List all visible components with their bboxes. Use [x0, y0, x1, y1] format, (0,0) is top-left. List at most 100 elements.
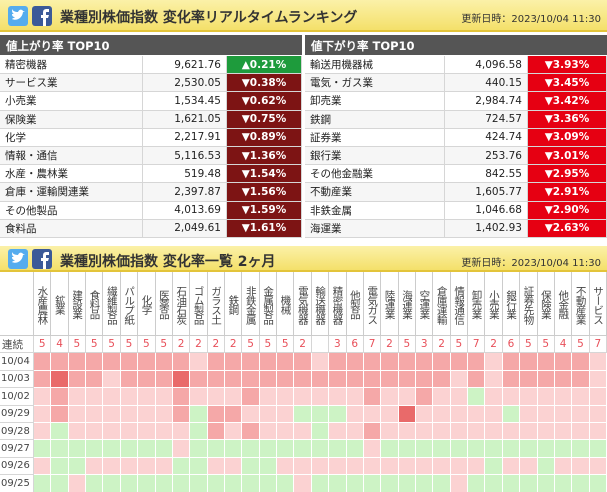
index-price: 2,397.87: [143, 183, 227, 202]
heat-cell: [329, 440, 347, 458]
streak-count: 5: [398, 336, 416, 354]
heat-cell: [537, 423, 555, 441]
heat-cell: [207, 405, 225, 423]
streak-count: 5: [34, 336, 52, 354]
heatmap-header: [0, 246, 607, 272]
heat-cell: [103, 370, 121, 389]
heat-cell: [554, 457, 573, 476]
streak-count: 5: [68, 336, 87, 354]
heat-cell: [138, 475, 156, 492]
heat-cell: [172, 353, 191, 371]
heat-cell: [502, 353, 521, 371]
heat-cell: [398, 423, 416, 441]
heat-cell: [294, 370, 312, 389]
streak-count: 5: [259, 336, 278, 354]
heat-cell: [155, 423, 173, 441]
change-rate: ▼3.45%: [528, 74, 607, 93]
heat-cell: [416, 353, 434, 371]
heat-cell: [572, 440, 590, 458]
heat-cell: [259, 388, 278, 406]
heat-cell: [537, 475, 555, 492]
streak-count: 2: [172, 336, 191, 354]
sector-label: 電気機器: [294, 272, 312, 336]
heat-cell: [103, 353, 121, 371]
heat-cell: [277, 457, 295, 476]
heat-cell: [520, 423, 538, 441]
heat-cell: [259, 475, 278, 492]
heat-cell: [520, 370, 538, 389]
heat-cell: [329, 423, 347, 441]
sector-label: 食料品: [86, 272, 104, 336]
date-label: 09/29: [0, 405, 34, 423]
heat-cell: [242, 370, 260, 389]
heat-cell: [34, 475, 52, 492]
streak-count: 7: [468, 336, 486, 354]
heat-cell: [329, 475, 347, 492]
heat-cell: [468, 405, 486, 423]
heat-cell: [520, 353, 538, 371]
heat-cell: [468, 475, 486, 492]
heat-cell: [468, 370, 486, 389]
streak-count: 5: [103, 336, 121, 354]
sector-label: 証券先物: [520, 272, 538, 336]
sector-name: 輸送用機器械: [305, 56, 445, 75]
heat-cell: [468, 388, 486, 406]
heat-cell: [537, 388, 555, 406]
heat-cell: [589, 353, 607, 371]
heat-cell: [103, 423, 121, 441]
sector-label: 医薬品: [155, 272, 173, 336]
heat-cell: [363, 440, 382, 458]
index-price: 4,096.58: [445, 56, 528, 75]
streak-count: 5: [120, 336, 139, 354]
sector-label: 不動産業: [572, 272, 590, 336]
change-rate: ▼1.54%: [227, 165, 302, 184]
heat-cell: [207, 388, 225, 406]
heat-cell: [416, 370, 434, 389]
index-price: 1,402.93: [445, 219, 528, 238]
heat-cell: [277, 440, 295, 458]
change-rate: ▼2.63%: [528, 219, 607, 238]
ranking-header: [0, 0, 607, 32]
streak-count: 7: [589, 336, 607, 354]
heat-cell: [242, 440, 260, 458]
change-rate: ▼2.90%: [528, 201, 607, 220]
heat-cell: [51, 440, 69, 458]
heat-cell: [68, 423, 87, 441]
index-price: 424.74: [445, 128, 528, 147]
heat-cell: [120, 423, 139, 441]
heat-cell: [190, 423, 208, 441]
sector-label: パルプ紙: [120, 272, 139, 336]
heat-cell: [155, 457, 173, 476]
streak-count: 5: [138, 336, 156, 354]
heat-cell: [294, 423, 312, 441]
heat-cell: [225, 423, 243, 441]
heat-cell: [554, 423, 573, 441]
share-icons[interactable]: [8, 249, 52, 269]
index-price: 2,530.05: [143, 74, 227, 93]
heat-cell: [433, 353, 451, 371]
heat-cell: [502, 475, 521, 492]
change-rate: ▼1.61%: [227, 219, 302, 238]
date-label: 09/27: [0, 440, 34, 458]
share-icons[interactable]: [8, 6, 52, 26]
sector-label: 輸送機器: [311, 272, 330, 336]
index-price: 1,621.05: [143, 110, 227, 129]
heat-cell: [468, 440, 486, 458]
heat-cell: [537, 370, 555, 389]
sector-name: 保険業: [0, 110, 143, 129]
heat-cell: [86, 353, 104, 371]
heat-cell: [346, 370, 364, 389]
streak-count: 2: [381, 336, 399, 354]
heat-cell: [207, 370, 225, 389]
sector-name: 電気・ガス業: [305, 74, 445, 93]
heat-cell: [416, 405, 434, 423]
heat-cell: [363, 405, 382, 423]
heatmap-title: 業種別株価指数 変化率一覧 2ヶ月: [60, 254, 276, 270]
sector-label: 鉱業: [51, 272, 69, 336]
heat-cell: [155, 370, 173, 389]
heat-cell: [416, 457, 434, 476]
heat-cell: [155, 388, 173, 406]
heat-cell: [68, 405, 87, 423]
heat-cell: [103, 440, 121, 458]
